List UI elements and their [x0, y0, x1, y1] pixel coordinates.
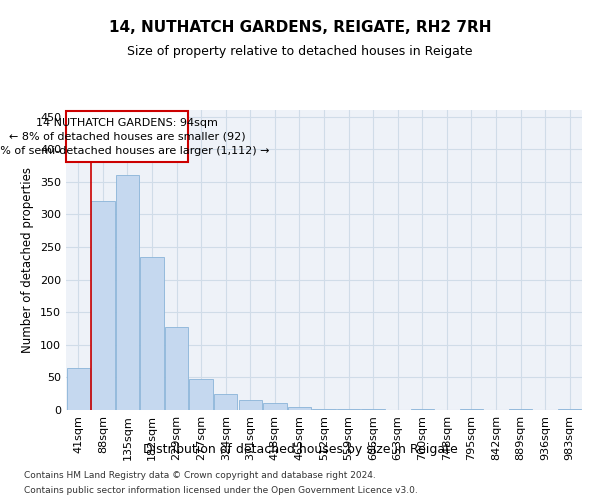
FancyBboxPatch shape — [67, 112, 188, 162]
Text: Size of property relative to detached houses in Reigate: Size of property relative to detached ho… — [127, 45, 473, 58]
Bar — [214, 394, 238, 410]
Bar — [410, 408, 434, 410]
Bar — [165, 327, 188, 410]
Bar — [460, 408, 483, 410]
Bar — [288, 406, 311, 410]
Bar — [190, 378, 213, 410]
Text: Contains HM Land Registry data © Crown copyright and database right 2024.: Contains HM Land Registry data © Crown c… — [24, 471, 376, 480]
Bar — [116, 175, 139, 410]
Bar — [558, 408, 581, 410]
Bar — [509, 408, 532, 410]
Bar — [91, 202, 115, 410]
Text: Contains public sector information licensed under the Open Government Licence v3: Contains public sector information licen… — [24, 486, 418, 495]
Bar — [263, 404, 287, 410]
Bar — [140, 256, 164, 410]
Bar — [239, 400, 262, 410]
Y-axis label: Number of detached properties: Number of detached properties — [22, 167, 34, 353]
Bar — [313, 408, 335, 410]
Text: 14, NUTHATCH GARDENS, REIGATE, RH2 7RH: 14, NUTHATCH GARDENS, REIGATE, RH2 7RH — [109, 20, 491, 35]
Text: Distribution of detached houses by size in Reigate: Distribution of detached houses by size … — [143, 444, 457, 456]
Text: 14 NUTHATCH GARDENS: 94sqm
← 8% of detached houses are smaller (92)
92% of semi-: 14 NUTHATCH GARDENS: 94sqm ← 8% of detac… — [0, 118, 269, 156]
Bar — [67, 368, 90, 410]
